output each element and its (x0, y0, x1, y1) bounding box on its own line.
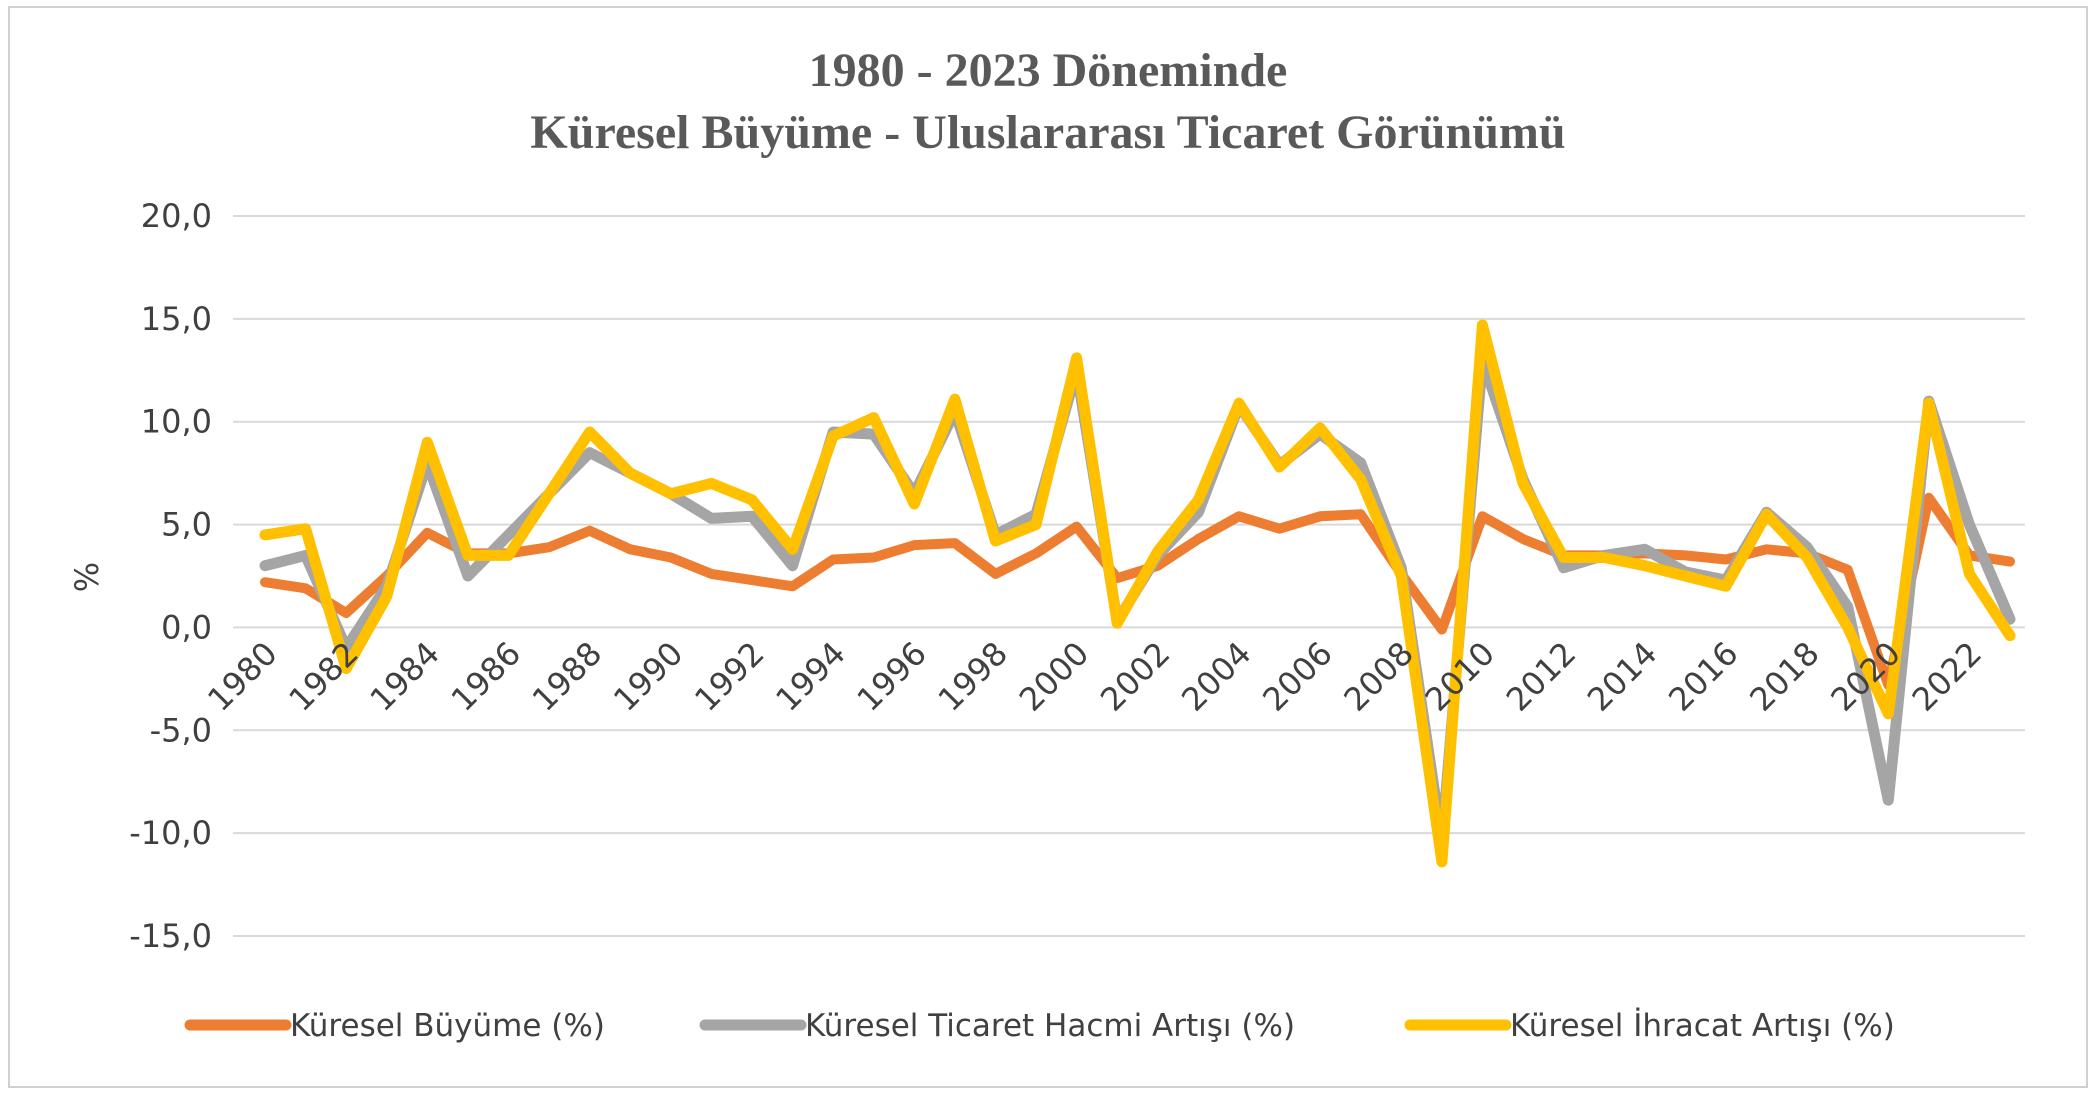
y-axis-label: % (68, 562, 106, 592)
chart-title-line-1: 1980 - 2023 Döneminde (809, 44, 1288, 97)
legend-label-1: Küresel Büyüme (%) (290, 1008, 605, 1044)
chart-title-line-2: Küresel Büyüme - Uluslararası Ticaret Gö… (530, 106, 1565, 159)
x-tick-label: 1984 (363, 634, 447, 718)
legend-label-2: Küresel Ticaret Hacmi Artışı (%) (805, 1008, 1295, 1044)
legend-label-3: Küresel İhracat Artışı (%) (1510, 1008, 1895, 1044)
y-tick-label: -5,0 (150, 711, 212, 749)
series-line-3 (259, 319, 2016, 868)
series-line-2 (259, 354, 2016, 847)
x-tick-label: 2002 (1093, 634, 1177, 718)
x-tick-label: 2012 (1499, 634, 1583, 718)
y-tick-label: 5,0 (161, 506, 212, 544)
x-tick-label: 1986 (444, 634, 528, 718)
x-tick-label: 1996 (850, 634, 934, 718)
x-tick-labels: 1980198219841986198819901992199419961998… (200, 634, 1989, 718)
y-tick-label: 15,0 (141, 300, 212, 338)
x-tick-label: 1990 (606, 634, 690, 718)
x-tick-label: 2014 (1580, 634, 1664, 718)
x-tick-label: 2018 (1742, 634, 1826, 718)
y-tick-label: -10,0 (129, 814, 212, 852)
series-line-1 (260, 492, 2015, 690)
x-tick-label: 1998 (931, 634, 1015, 718)
x-tick-label: 2006 (1255, 634, 1339, 718)
series-lines (259, 319, 2016, 868)
y-tick-labels: 20,0 15,0 10,0 5,0 0,0 -5,0 -10,0 -15,0 (129, 197, 212, 955)
legend: Küresel Büyüme (%) Küresel Ticaret Hacmi … (184, 1008, 1895, 1044)
x-tick-label: 1992 (687, 634, 771, 718)
y-tick-label: 0,0 (161, 608, 212, 646)
x-tick-label: 1994 (768, 634, 852, 718)
x-tick-label: 2022 (1905, 634, 1989, 718)
x-tick-label: 1980 (200, 634, 284, 718)
y-tick-label: -15,0 (129, 917, 212, 955)
y-tick-label: 10,0 (141, 403, 212, 441)
y-tick-label: 20,0 (141, 197, 212, 235)
x-tick-label: 2016 (1661, 634, 1745, 718)
x-tick-label: 2000 (1012, 634, 1096, 718)
x-tick-label: 1988 (525, 634, 609, 718)
gridlines (233, 215, 2025, 937)
x-tick-label: 2004 (1174, 634, 1258, 718)
